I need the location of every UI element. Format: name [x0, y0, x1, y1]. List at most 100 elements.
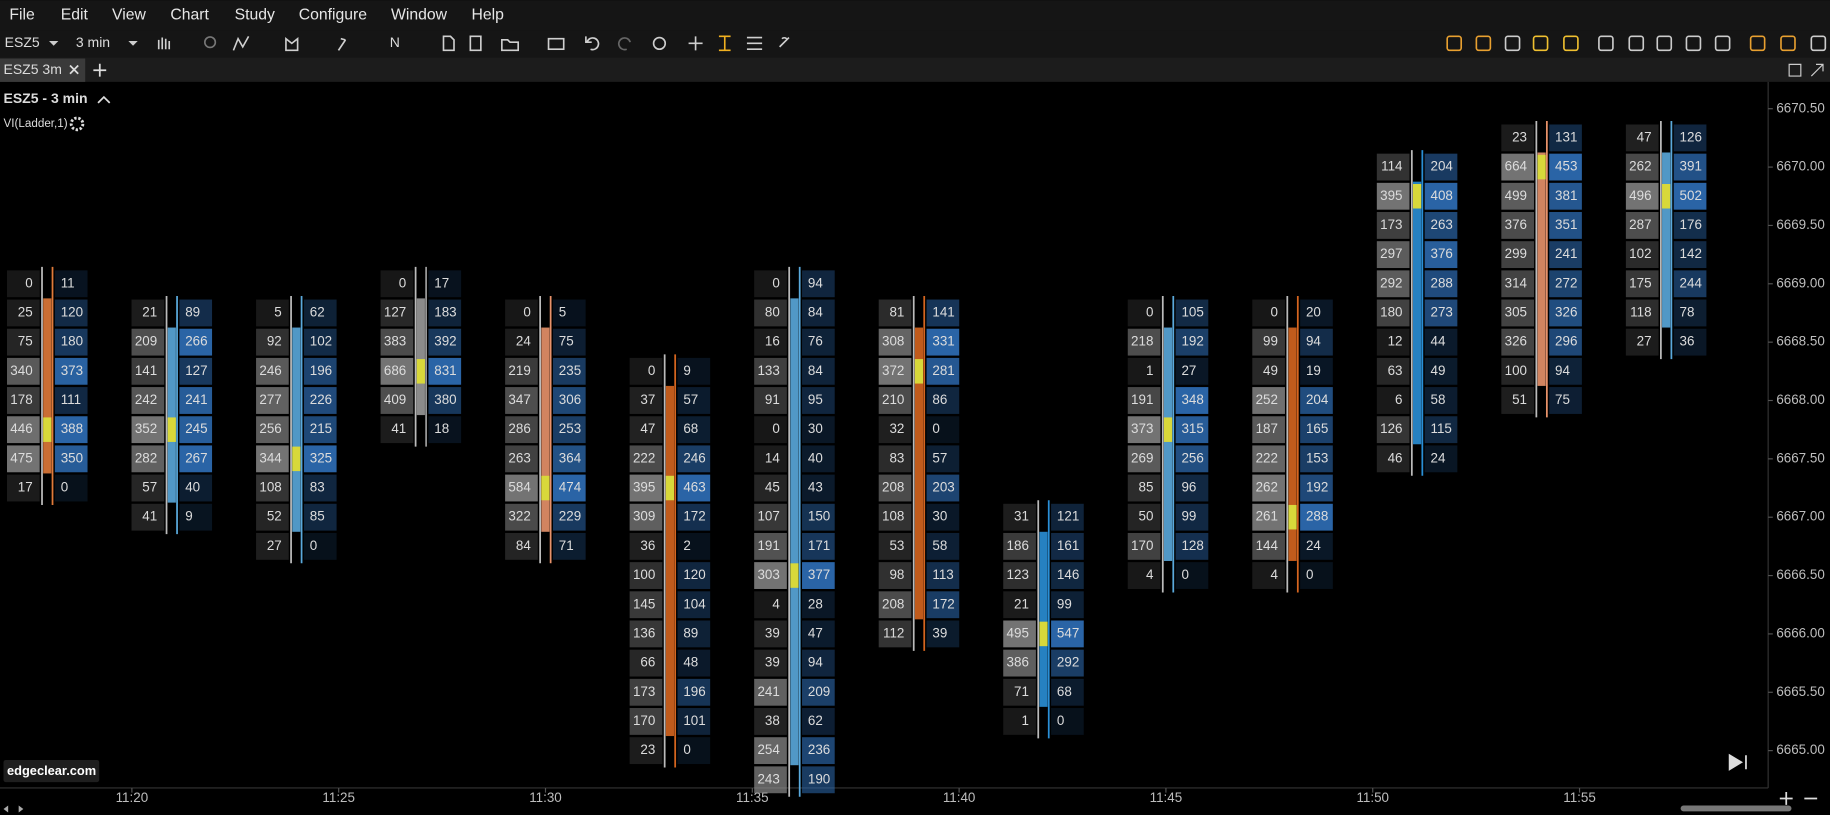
new-file[interactable]	[442, 35, 455, 52]
menu-item[interactable]: File	[9, 7, 35, 24]
ask-cell	[1424, 328, 1458, 356]
bid-cell	[1625, 241, 1659, 269]
price-label: 6669.50	[1776, 217, 1824, 232]
range-tool[interactable]	[718, 35, 731, 52]
ask-volume: 94	[1555, 363, 1570, 378]
bid-cell	[878, 328, 912, 356]
candle-body	[1039, 531, 1048, 707]
new-tab[interactable]	[93, 63, 107, 77]
drawing-mode[interactable]: N	[390, 34, 400, 50]
toolbar-icon[interactable]	[1598, 35, 1614, 52]
crosshair[interactable]	[688, 36, 703, 51]
ask-volume: 83	[310, 480, 325, 495]
menu-item[interactable]: Configure	[299, 7, 368, 24]
toolbar-icon[interactable]	[1475, 35, 1492, 52]
pan-tool[interactable]	[157, 37, 171, 50]
save[interactable]	[469, 35, 482, 52]
bid-volume: 496	[1629, 188, 1651, 203]
ask-cell	[428, 387, 462, 414]
ask-cell	[677, 416, 711, 444]
scroll-arrows[interactable]	[3, 805, 24, 813]
symbol-select[interactable]: ESZ5	[5, 34, 40, 50]
candle-body	[665, 385, 674, 737]
scrollbar[interactable]	[1680, 805, 1792, 812]
scroll-to-end[interactable]	[1728, 753, 1747, 771]
redo[interactable]	[617, 37, 632, 51]
menu-item[interactable]: Help	[472, 7, 505, 24]
ask-volume: 391	[1680, 159, 1702, 174]
draw-tool[interactable]	[232, 35, 250, 51]
zoom-buttons[interactable]	[1779, 792, 1818, 805]
bid-cell	[754, 299, 787, 327]
marker-tool[interactable]	[337, 37, 347, 51]
poc-marker	[167, 417, 176, 442]
list-tool[interactable]	[746, 36, 763, 51]
interval-select[interactable]: 3 min	[76, 34, 110, 50]
toolbar-icon[interactable]	[1685, 35, 1702, 52]
bid-cell	[256, 416, 289, 444]
ask-cell	[802, 299, 835, 327]
bid-cell	[629, 445, 663, 473]
ask-volume: 58	[932, 538, 947, 553]
ask-volume: 153	[1306, 450, 1328, 465]
window-controls[interactable]	[1788, 63, 1824, 77]
bid-cell	[878, 474, 912, 502]
ask-volume: 288	[1431, 275, 1453, 290]
ask-cell	[1051, 708, 1084, 735]
bid-cell	[754, 357, 787, 385]
ask-volume: 171	[808, 538, 830, 553]
bid-cell	[1127, 474, 1161, 502]
undo[interactable]	[585, 36, 600, 51]
candle-body	[167, 327, 176, 503]
ask-volume: 99	[1057, 596, 1072, 611]
tab[interactable]	[0, 58, 86, 82]
bid-cell	[754, 387, 787, 414]
dropdown-arrow[interactable]	[128, 41, 138, 46]
bid-volume: 39	[765, 625, 780, 640]
bid-volume: 191	[757, 538, 779, 553]
menu-item[interactable]: Window	[391, 7, 448, 24]
alarm[interactable]	[652, 36, 667, 51]
bid-volume: 187	[1256, 421, 1278, 436]
ask-cell	[1673, 212, 1707, 239]
tab-label[interactable]: ESZ5 3m	[4, 61, 62, 77]
toolbar-icon[interactable]	[1656, 35, 1673, 52]
link-tool[interactable]	[779, 36, 790, 48]
ask-cell	[303, 357, 337, 385]
bid-volume: 27	[267, 538, 282, 553]
bid-volume: 308	[882, 334, 904, 349]
toolbar-icon[interactable]	[1749, 35, 1766, 52]
ask-volume: 94	[1306, 334, 1321, 349]
dropdown-arrow[interactable]	[49, 41, 59, 46]
toolbar-icon[interactable]	[1532, 35, 1549, 52]
ask-volume: 176	[1680, 217, 1702, 232]
menu-item[interactable]: Edit	[61, 7, 89, 24]
toolbar-icon[interactable]	[1714, 35, 1731, 52]
chart-type[interactable]	[285, 36, 299, 52]
collapse-button[interactable]	[97, 95, 111, 104]
menu-item[interactable]: View	[112, 7, 146, 24]
menu-item[interactable]: Chart	[170, 7, 209, 24]
tab-close[interactable]	[69, 64, 79, 75]
screenshot[interactable]	[547, 37, 565, 51]
bid-cell	[1376, 241, 1410, 269]
toolbar-icon[interactable]	[1504, 35, 1521, 52]
bid-volume: 4	[1270, 567, 1278, 582]
toolbar-icon[interactable]	[1810, 35, 1827, 52]
open[interactable]	[501, 39, 520, 52]
bid-cell	[629, 474, 663, 502]
ask-cell	[1549, 153, 1582, 181]
ask-volume: 351	[1555, 217, 1577, 232]
bid-cell	[7, 387, 40, 414]
zoom-tool[interactable]	[204, 36, 217, 49]
bid-cell	[1252, 474, 1285, 502]
toolbar-icon[interactable]	[1563, 35, 1579, 52]
toolbar-icon[interactable]	[1628, 35, 1645, 52]
candle-body	[1163, 327, 1173, 561]
ask-cell	[802, 416, 835, 444]
bid-volume: 0	[648, 363, 655, 378]
study-settings[interactable]	[69, 116, 85, 132]
menu-item[interactable]: Study	[235, 7, 275, 24]
toolbar-icon[interactable]	[1780, 35, 1796, 52]
toolbar-icon[interactable]	[1446, 35, 1463, 52]
